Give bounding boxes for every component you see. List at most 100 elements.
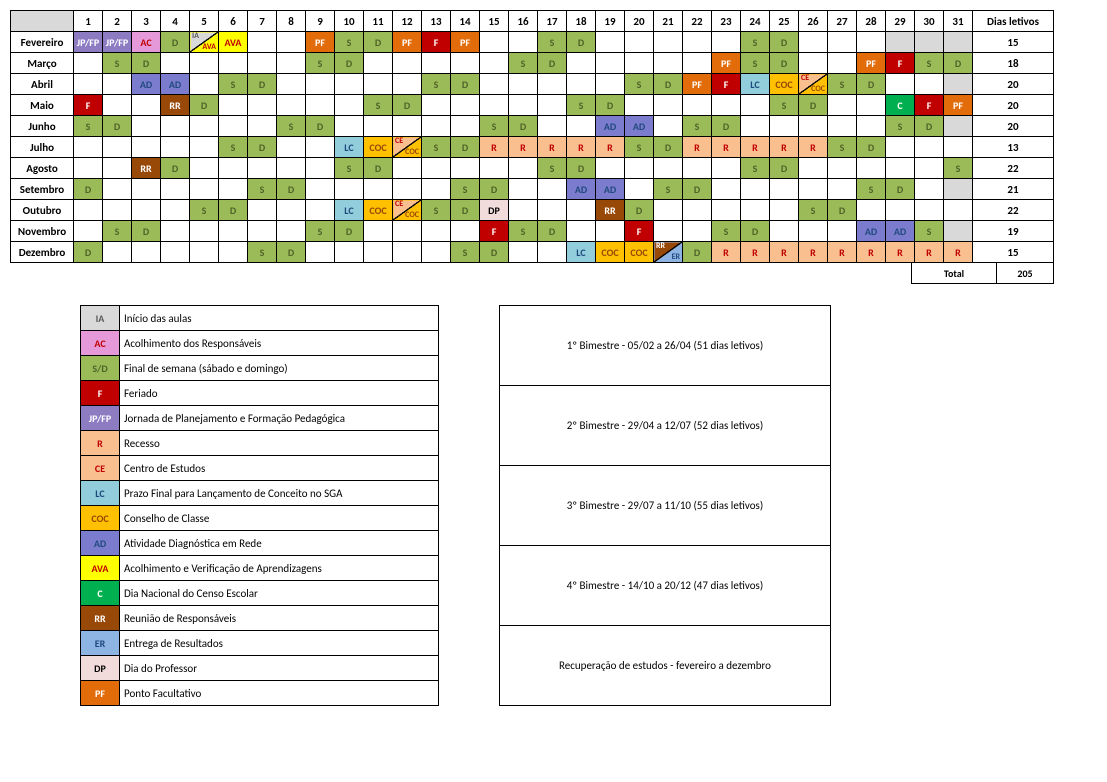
cell-dezembro-24: R [741, 242, 770, 263]
cell-setembro-26 [799, 179, 828, 200]
cell-junho-29: S [886, 116, 915, 137]
cell-outubro-23 [712, 200, 741, 221]
cell-março-9: S [306, 53, 335, 74]
cell-dezembro-25: R [770, 242, 799, 263]
legend-desc-ad: Atividade Diagnóstica em Rede [120, 531, 439, 556]
cell-julho-23: R [712, 137, 741, 158]
cell-julho-25: R [770, 137, 799, 158]
day-header-2: 2 [103, 11, 132, 32]
cell-setembro-6 [219, 179, 248, 200]
month-label-maio: Maio [11, 95, 74, 116]
month-label-março: Março [11, 53, 74, 74]
cell-setembro-20 [625, 179, 654, 200]
cell-março-15 [480, 53, 509, 74]
cell-setembro-3 [132, 179, 161, 200]
cell-outubro-10: LC [335, 200, 364, 221]
cell-outubro-9 [306, 200, 335, 221]
cell-julho-22: R [683, 137, 712, 158]
cell-julho-14: D [451, 137, 480, 158]
month-total-novembro: 19 [973, 221, 1054, 242]
cell-março-2: S [103, 53, 132, 74]
legend-row-jp-fp: JP/FPJornada de Planejamento e Formação … [81, 406, 439, 431]
cell-junho-6 [219, 116, 248, 137]
cell-julho-2 [103, 137, 132, 158]
cell-junho-7 [248, 116, 277, 137]
cell-setembro-25 [770, 179, 799, 200]
cell-outubro-18 [567, 200, 596, 221]
month-total-junho: 20 [973, 116, 1054, 137]
cell-maio-12: D [393, 95, 422, 116]
cell-dezembro-8: D [277, 242, 306, 263]
bimestre-row-2: 3º Bimestre - 29/07 a 11/10 (55 dias let… [500, 466, 831, 546]
day-header-26: 26 [799, 11, 828, 32]
cell-março-21 [654, 53, 683, 74]
cell-maio-17 [538, 95, 567, 116]
cell-outubro-5: S [190, 200, 219, 221]
diag-br: COC [405, 211, 419, 220]
month-row-novembro: NovembroSDSDFSDFSDADADS19 [11, 221, 1054, 242]
cell-novembro-22 [683, 221, 712, 242]
month-total-julho: 13 [973, 137, 1054, 158]
cell-setembro-16 [509, 179, 538, 200]
cell-junho-30: D [915, 116, 944, 137]
cell-agosto-25: D [770, 158, 799, 179]
cell-julho-17: R [538, 137, 567, 158]
legend-row-ava: AVAAcolhimento e Verificação de Aprendiz… [81, 556, 439, 581]
day-header-21: 21 [654, 11, 683, 32]
cell-setembro-14: S [451, 179, 480, 200]
cell-agosto-24: S [741, 158, 770, 179]
month-total-fevereiro: 15 [973, 32, 1054, 53]
cell-abril-3: AD [132, 74, 161, 95]
cell-setembro-28: S [857, 179, 886, 200]
cell-agosto-11: D [364, 158, 393, 179]
cell-agosto-13 [422, 158, 451, 179]
cell-setembro-22: D [683, 179, 712, 200]
cell-março-11 [364, 53, 393, 74]
cell-fevereiro-26 [799, 32, 828, 53]
cell-abril-22: PF [683, 74, 712, 95]
month-label-junho: Junho [11, 116, 74, 137]
cell-novembro-23: S [712, 221, 741, 242]
cell-agosto-14 [451, 158, 480, 179]
day-header-6: 6 [219, 11, 248, 32]
cell-dezembro-11 [364, 242, 393, 263]
cell-agosto-1 [74, 158, 103, 179]
legend-row-f: FFeriado [81, 381, 439, 406]
cell-setembro-21: S [654, 179, 683, 200]
cell-julho-18: R [567, 137, 596, 158]
legend-row-dp: DPDia do Professor [81, 656, 439, 681]
cell-julho-24: R [741, 137, 770, 158]
cell-fevereiro-17: S [538, 32, 567, 53]
diag-tl: IA [192, 32, 199, 41]
legend-key-ad: AD [81, 531, 120, 556]
legend-desc-jp-fp: Jornada de Planejamento e Formação Pedag… [120, 406, 439, 431]
cell-dezembro-29: R [886, 242, 915, 263]
cell-março-25: D [770, 53, 799, 74]
cell-março-30: S [915, 53, 944, 74]
legend-desc-rr: Reunião de Responsáveis [120, 606, 439, 631]
cell-maio-19: D [596, 95, 625, 116]
cell-fevereiro-5: IAAVA [190, 32, 219, 53]
cell-julho-6: S [219, 137, 248, 158]
cell-março-31: D [944, 53, 973, 74]
cell-maio-29: C [886, 95, 915, 116]
cell-outubro-13: S [422, 200, 451, 221]
month-label-dezembro: Dezembro [11, 242, 74, 263]
cell-março-12 [393, 53, 422, 74]
cell-novembro-8 [277, 221, 306, 242]
cell-dezembro-3 [132, 242, 161, 263]
cell-dezembro-17 [538, 242, 567, 263]
cell-abril-1 [74, 74, 103, 95]
legend-key-ia: IA [81, 306, 120, 331]
cell-julho-28: D [857, 137, 886, 158]
cell-outubro-22 [683, 200, 712, 221]
legend-key-lc: LC [81, 481, 120, 506]
cell-abril-18 [567, 74, 596, 95]
legend-desc-s-d: Final de semana (sábado e domingo) [120, 356, 439, 381]
cell-maio-16 [509, 95, 538, 116]
legend-key-coc: COC [81, 506, 120, 531]
cell-outubro-11: COC [364, 200, 393, 221]
cell-agosto-28 [857, 158, 886, 179]
cell-agosto-7 [248, 158, 277, 179]
cell-fevereiro-27 [828, 32, 857, 53]
